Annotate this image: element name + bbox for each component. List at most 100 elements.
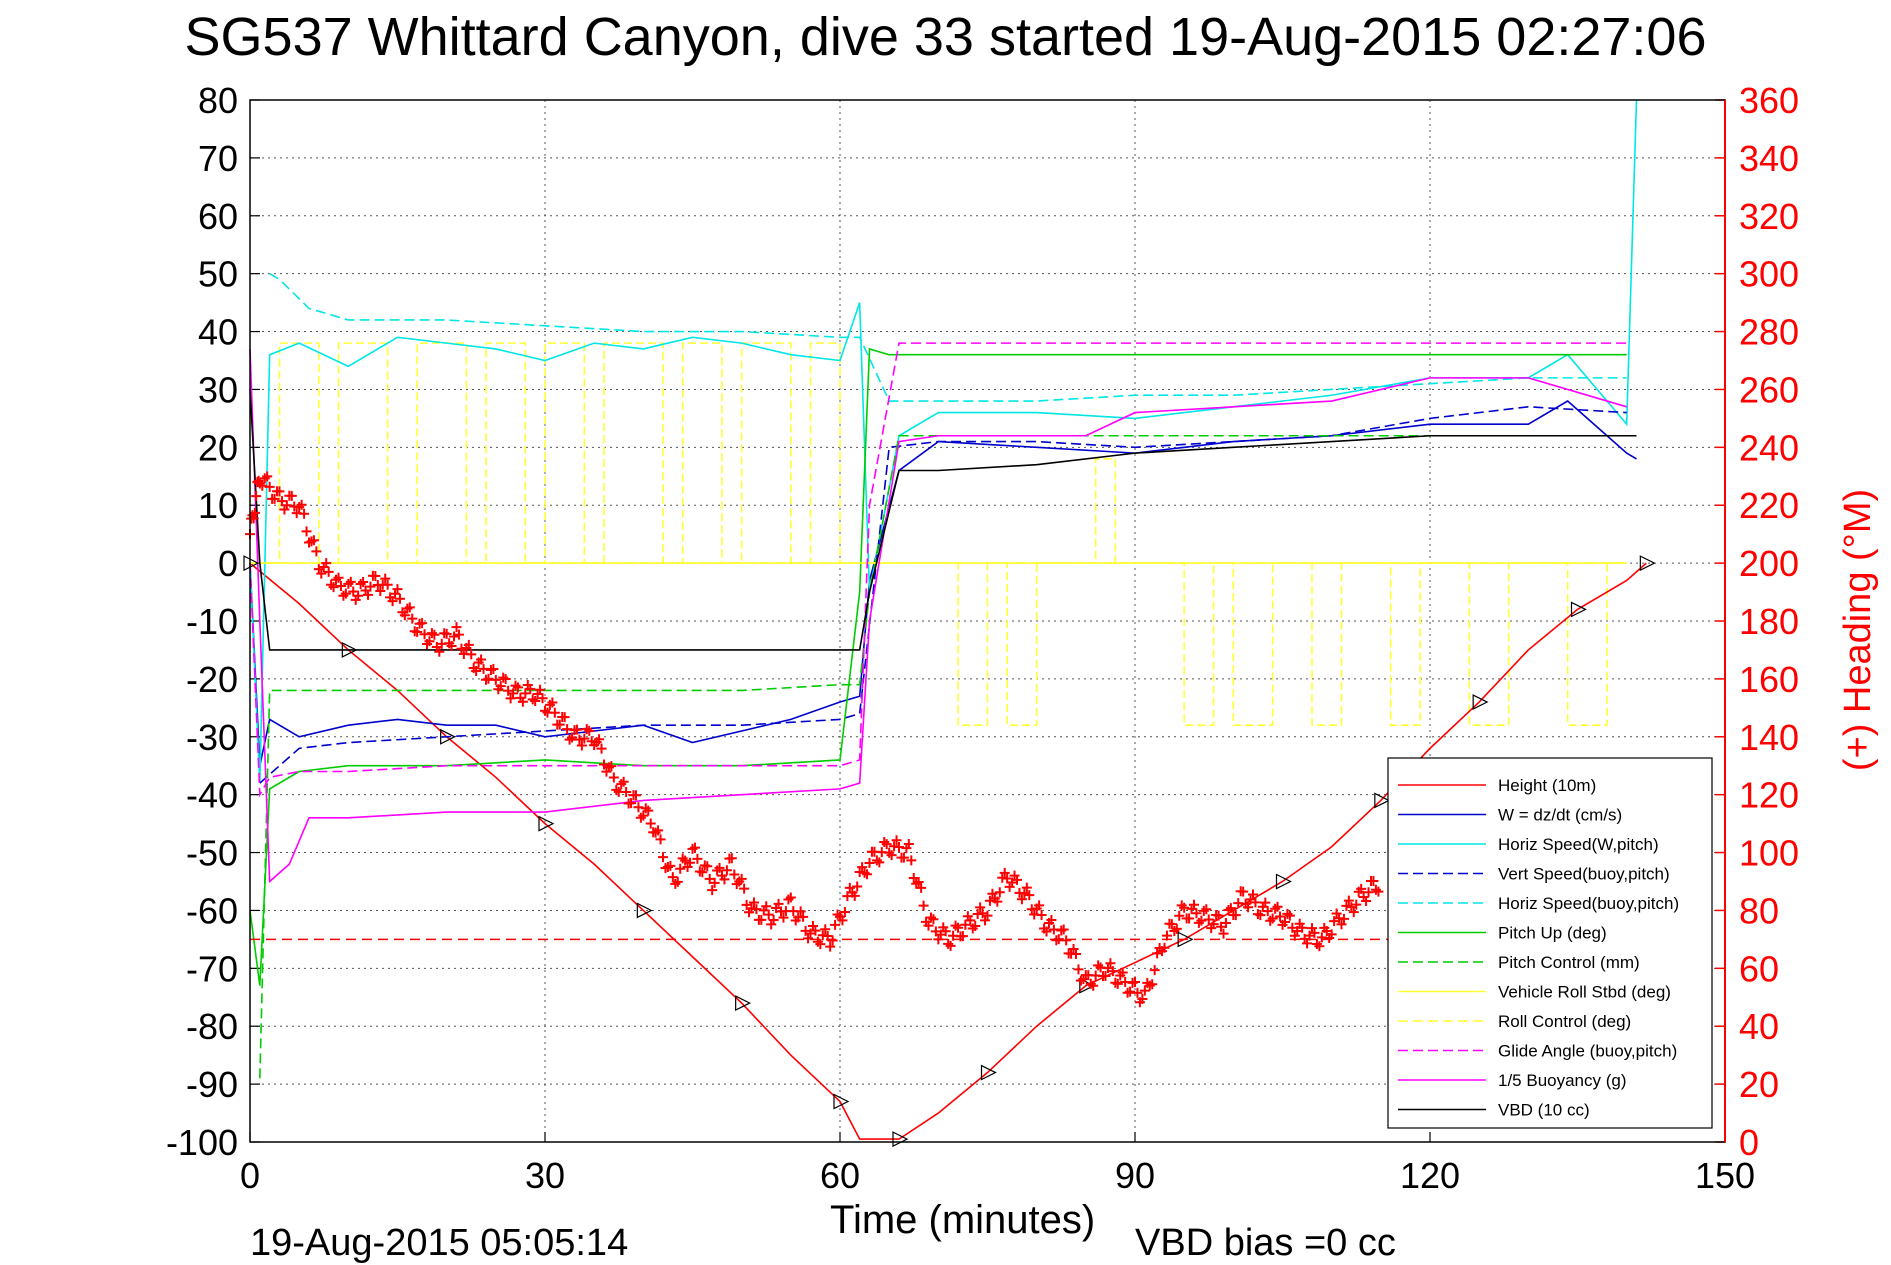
heading-point xyxy=(520,688,531,699)
heading-point xyxy=(837,915,848,926)
heading-point xyxy=(554,719,565,730)
legend-label: Pitch Control (mm) xyxy=(1498,953,1640,972)
depth-marker xyxy=(636,902,653,919)
heading-point xyxy=(308,535,319,546)
legend-box xyxy=(1387,757,1713,1129)
heading-point xyxy=(608,772,619,783)
heading-point xyxy=(328,582,339,593)
heading-point xyxy=(559,712,570,723)
heading-series-group xyxy=(245,471,1384,1008)
heading-point xyxy=(778,912,789,923)
heading-point xyxy=(1139,985,1150,996)
heading-point xyxy=(387,596,398,607)
heading-point xyxy=(488,664,499,675)
heading-point xyxy=(1336,919,1347,930)
depth-marker xyxy=(1275,873,1292,890)
heading-point xyxy=(675,863,686,874)
heading-point xyxy=(490,674,501,685)
depth-marker xyxy=(440,728,457,745)
y-tick-label: 50 xyxy=(198,254,238,295)
heading-point xyxy=(1361,896,1372,907)
depth-marker xyxy=(1639,555,1656,572)
y2-tick-label: 280 xyxy=(1739,312,1799,353)
heading-point xyxy=(940,926,951,937)
heading-point xyxy=(874,857,885,868)
heading-point xyxy=(756,914,767,925)
heading-point xyxy=(1100,970,1111,981)
series-line xyxy=(249,342,1627,798)
heading-point xyxy=(1132,987,1143,998)
heading-point xyxy=(773,898,784,909)
heading-point xyxy=(697,867,708,878)
heading-point xyxy=(672,876,683,887)
legend-label: VBD (10 cc) xyxy=(1498,1101,1590,1120)
chart-title: SG537 Whittard Canyon, dive 33 started 1… xyxy=(184,7,1707,67)
heading-point xyxy=(571,724,582,735)
y-axis-ticks: 80 70 60 50 40 30 20 10 0 -10 -20 -30 -40 -50 -60 -70 -8… xyxy=(166,80,260,1163)
heading-point xyxy=(1088,980,1099,991)
heading-point xyxy=(1341,900,1352,911)
heading-point xyxy=(795,906,806,917)
heading-point xyxy=(530,696,541,707)
x-tick-label: 30 xyxy=(525,1155,565,1196)
depth-marker xyxy=(1079,977,1096,994)
heading-point xyxy=(1117,967,1128,978)
heading-point xyxy=(655,834,666,845)
y-tick-label: 70 xyxy=(198,138,238,179)
heading-point xyxy=(1071,948,1081,959)
heading-point xyxy=(1302,938,1313,949)
heading-point xyxy=(274,486,285,497)
heading-point xyxy=(512,682,523,693)
heading-point xyxy=(689,842,700,853)
heading-point xyxy=(1230,910,1241,921)
y2-tick-label: 220 xyxy=(1739,485,1799,526)
heading-point xyxy=(1161,930,1172,941)
legend-label: Horiz Speed(buoy,pitch) xyxy=(1498,894,1679,913)
heading-point xyxy=(827,935,838,946)
y-tick-label: 80 xyxy=(198,80,238,121)
heading-point xyxy=(495,681,506,692)
heading-point xyxy=(638,810,649,821)
y-tick-label: 60 xyxy=(198,196,238,237)
y-tick-label: -100 xyxy=(166,1122,238,1163)
series-line xyxy=(259,406,1627,784)
y-tick-label: 0 xyxy=(218,543,238,584)
heading-point xyxy=(535,684,546,695)
heading-point xyxy=(301,526,312,537)
y2-tick-label: 140 xyxy=(1739,717,1799,758)
x-axis-label: Time (minutes) xyxy=(830,1198,1096,1242)
heading-point xyxy=(685,857,696,868)
heading-point xyxy=(1348,907,1359,918)
heading-point xyxy=(434,646,445,657)
heading-point xyxy=(453,629,464,640)
y-tick-label: -20 xyxy=(186,659,238,700)
heading-point xyxy=(353,590,364,601)
y-tick-label: -60 xyxy=(186,890,238,931)
heading-point xyxy=(945,940,956,951)
heading-point xyxy=(375,586,386,597)
heading-point xyxy=(537,693,548,704)
y-tick-label: -90 xyxy=(186,1064,238,1105)
heading-point xyxy=(500,673,511,684)
x-tick-label: 90 xyxy=(1115,1155,1155,1196)
heading-point xyxy=(1058,924,1069,935)
heading-point xyxy=(311,546,322,557)
heading-point xyxy=(1191,908,1202,919)
footer-date: 19-Aug-2015 05:05:14 xyxy=(250,1222,629,1264)
heading-point xyxy=(1368,876,1379,887)
heading-point xyxy=(1284,910,1295,921)
heading-point xyxy=(316,568,327,579)
heading-point xyxy=(299,508,310,519)
heading-point xyxy=(257,480,268,491)
series-line xyxy=(249,389,1637,651)
heading-point xyxy=(264,481,275,492)
heading-point xyxy=(478,663,489,674)
heading-point xyxy=(626,798,637,809)
heading-point xyxy=(1149,965,1160,976)
heading-point xyxy=(596,743,607,754)
heading-point xyxy=(606,761,617,772)
heading-point xyxy=(449,631,460,642)
heading-point xyxy=(999,867,1010,878)
heading-point xyxy=(751,904,762,915)
heading-point xyxy=(839,907,850,918)
